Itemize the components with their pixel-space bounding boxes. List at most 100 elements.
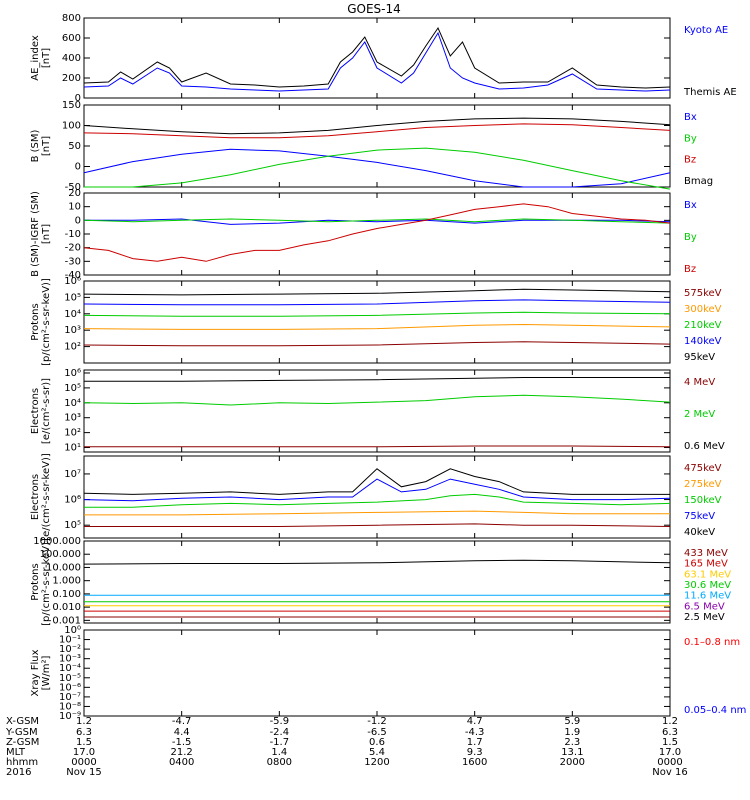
panel-frame (83, 17, 671, 99)
y-axis-label-line: [W/m²] (41, 655, 52, 690)
x-row-value: 1.5 (76, 737, 92, 748)
panel-electrons_kev: 10⁵ 10⁶ 10⁷ Electrons[e/(cm²-s-sr-keV)] 475k… (30, 453, 722, 541)
panel-electrons_mev: 10¹ 10² 10³ 10⁴ 10⁵ 10⁶ Electrons[e/(cm²-s-sr)… (30, 368, 725, 454)
y-tick-label: 0 (75, 93, 81, 104)
x-row-value: 1200 (364, 757, 389, 768)
x-row-value: -4.7 (172, 716, 192, 727)
x-row-value: -6.5 (367, 727, 387, 738)
y-axis-label-line: [e/(cm²-s-sr-keV)] (41, 453, 52, 541)
panel-protons_mev: 0.001 0.010 0.100 1.000 10.000 100.000 1000.00… (30, 536, 731, 626)
series-40kev (83, 468, 670, 495)
x-row-value: 17.0 (659, 747, 681, 758)
x-row-value: 4.4 (174, 727, 190, 738)
legend-entry: 575keV (684, 288, 722, 299)
y-tick-label: 10⁻³ (59, 654, 81, 665)
y-axis-label-line: [nT] (41, 224, 52, 244)
series-75kev (83, 478, 671, 502)
legend-entry: 95keV (684, 352, 715, 363)
x-row-value: -4.3 (465, 727, 485, 738)
panel-protons: 10² 10³ 10⁴ 10⁵ 10⁶ Protons[p/(cm²-s-sr-keV)]… (30, 276, 722, 366)
x-row-value: 0400 (169, 757, 194, 768)
legend-entry: 140keV (684, 336, 722, 347)
legend-entry: 433 MeV (684, 548, 728, 559)
legend-entry: 475keV (684, 463, 722, 474)
series-150kev (84, 493, 671, 508)
series-bz (83, 123, 671, 139)
legend-entry: 0.1–0.8 nm (684, 637, 740, 648)
legend-entry: 6.5 MeV (684, 601, 725, 612)
x-row-label: hhmm (6, 757, 38, 768)
y-tick-label: 100.000 (40, 549, 81, 560)
series-140kev (83, 299, 671, 306)
legend-entry: Kyoto AE (684, 25, 728, 36)
legend-entry: 2.5 MeV (684, 612, 725, 623)
y-axis-label-line: [p/(cm²-s-sr-keV)] (41, 278, 52, 366)
y-tick-label: -30 (65, 256, 81, 267)
y-tick-label: 600 (62, 33, 81, 44)
y-axis-label: Xray Flux[W/m²] (30, 649, 52, 696)
series-210kev (83, 311, 671, 317)
y-axis-label-line: AE_index (30, 35, 41, 81)
legend-entry: 75keV (684, 511, 715, 522)
y-tick-label: 10⁻⁴ (59, 663, 81, 674)
y-tick-label: 0.100 (52, 589, 81, 600)
y-axis-label-line: Xray Flux (30, 649, 41, 696)
panel-frame (83, 369, 671, 453)
panel-frame (83, 104, 671, 188)
series-bx (83, 148, 671, 188)
legend-entry: Themis AE (683, 87, 737, 98)
x-row-label: Z-GSM (6, 737, 39, 748)
y-axis-label-line: B (SM)-IGRF (SM) (30, 191, 41, 277)
x-row-value: 13.1 (561, 747, 583, 758)
y-tick-label: 10⁶ (64, 495, 81, 506)
y-tick-label: 10⁶ (64, 368, 81, 379)
series-2-mev (83, 394, 671, 406)
y-tick-label: 1.000 (52, 576, 81, 587)
y-axis-label-line: B (SM) (30, 129, 41, 162)
y-tick-label: 10⁵ (64, 292, 81, 303)
y-tick-label: 10⁴ (64, 309, 81, 320)
panel-ae: 0 200 400 600 800 AE_index[nT] Kyoto AE Themis … (30, 13, 737, 104)
legend-entry: 40keV (684, 527, 715, 538)
y-tick-label: 10⁵ (64, 520, 81, 531)
x-row-value: 1.5 (662, 737, 678, 748)
y-tick-label: 10¹ (64, 443, 81, 454)
y-tick-label: 10³ (64, 325, 81, 336)
y-tick-label: 10⁵ (64, 383, 81, 394)
y-tick-label: 10⁴ (64, 398, 81, 409)
y-tick-label: 10 (68, 202, 81, 213)
y-tick-label: 10⁻⁵ (59, 673, 81, 684)
y-axis-label: Protons[p/(cm²-s-sr-keV)] (30, 538, 52, 626)
legend-entry: Bz (684, 155, 696, 166)
x-row-value: Nov 16 (652, 767, 687, 778)
y-axis-label-line: [e/(cm²-s-sr)] (41, 378, 52, 444)
legend-entry: 2 MeV (684, 409, 715, 420)
y-tick-label: 200 (62, 73, 81, 84)
series-by (83, 218, 671, 224)
y-tick-label: 20 (68, 188, 81, 199)
x-row-value: -2.4 (270, 727, 290, 738)
legend-entry: By (684, 232, 697, 243)
x-row-value: 1.7 (467, 737, 483, 748)
legend-entry: 300keV (684, 304, 722, 315)
y-axis-label: B (SM)-IGRF (SM)[nT] (30, 191, 52, 277)
x-row-value: 0800 (267, 757, 292, 768)
y-tick-label: 150 (62, 100, 81, 111)
legend-entry: Bz (684, 264, 696, 275)
series-themis-ae (83, 26, 671, 89)
x-row-value: -1.5 (172, 737, 192, 748)
y-tick-label: 10³ (64, 413, 81, 424)
x-row-value: -1.2 (367, 716, 387, 727)
y-tick-label: 800 (62, 13, 81, 24)
series-bz (83, 203, 671, 262)
y-tick-label: 100 (62, 121, 81, 132)
y-tick-label: 10⁰ (64, 625, 81, 636)
y-tick-label: -50 (65, 182, 81, 193)
legend-entry: 210keV (684, 320, 722, 331)
legend-entry: 63.1 MeV (684, 569, 731, 580)
series-4-mev (84, 445, 671, 448)
series-275kev (84, 510, 670, 516)
x-row-value: 0000 (71, 757, 96, 768)
y-tick-label: 10² (64, 428, 81, 439)
legend-entry: 4 MeV (684, 377, 715, 388)
